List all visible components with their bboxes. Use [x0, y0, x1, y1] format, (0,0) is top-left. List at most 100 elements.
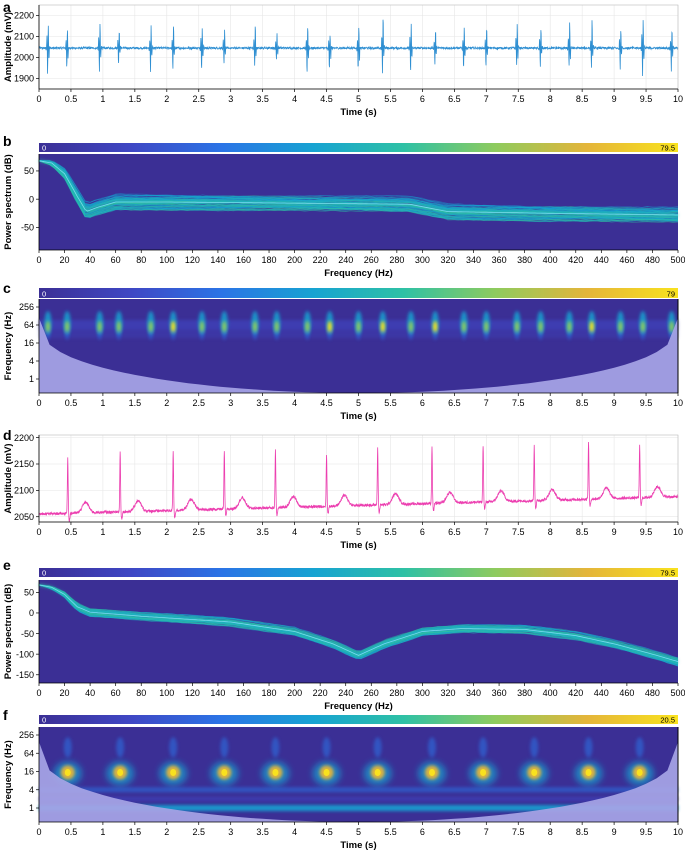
- spectrum-trace: [38, 160, 679, 211]
- spectrum-trace: [38, 160, 679, 212]
- event-core: [432, 321, 438, 333]
- x-tick-label: 4: [292, 94, 297, 104]
- spectrum-trace: [38, 160, 678, 221]
- x-tick-label: 60: [111, 255, 121, 265]
- x-tick-label: 8: [548, 827, 553, 837]
- x-tick-label: 400: [543, 255, 558, 265]
- frequency-band: [39, 805, 678, 811]
- colorbar-max-label: 79.5: [660, 569, 675, 578]
- x-tick-label: 220: [313, 255, 328, 265]
- x-axis-title: Frequency (Hz): [324, 268, 393, 279]
- event-tail: [222, 330, 227, 340]
- x-tick-label: 80: [136, 688, 146, 698]
- colorbar-gradient: [39, 568, 678, 577]
- x-tick-label: 1.5: [129, 827, 142, 837]
- spectrum-trace: [38, 160, 679, 221]
- event-tail: [45, 330, 50, 340]
- x-tick-label: 9.5: [640, 398, 653, 408]
- x-tick-label: 0: [36, 255, 41, 265]
- colorbar-max-label: 79: [667, 290, 675, 299]
- y-axis-title: Frequency (Hz): [3, 740, 14, 809]
- y-tick-label: -50: [21, 223, 34, 233]
- event-peak: [64, 769, 71, 776]
- x-tick-label: 20: [60, 255, 70, 265]
- spectrum-mean-curve: [38, 584, 679, 662]
- y-tick-label: 256: [19, 730, 34, 740]
- spectrum-trace: [38, 160, 679, 220]
- x-tick-label: 3.5: [256, 398, 269, 408]
- spectrum-trace: [38, 160, 679, 212]
- x-tick-label: 280: [389, 255, 404, 265]
- x-axis-title: Time (s): [340, 107, 376, 118]
- y-tick-label: 2150: [14, 459, 34, 469]
- spectrum-trace: [38, 160, 679, 221]
- event-core: [640, 321, 646, 333]
- spectrum-trace: [38, 584, 679, 661]
- x-tick-label: 8: [548, 398, 553, 408]
- x-axis: 0 20 40 60 80 100 120 140 160 180 200 220 240 260 280 3…: [36, 682, 685, 712]
- x-tick-label: 8.5: [576, 398, 589, 408]
- x-tick-label: 10: [673, 827, 683, 837]
- x-tick-label: 7: [484, 827, 489, 837]
- x-tick-label: 240: [338, 688, 353, 698]
- y-tick-label: 1900: [14, 74, 34, 84]
- x-tick-label: 5: [356, 527, 361, 537]
- x-tick-label: 280: [389, 688, 404, 698]
- x-tick-label: 100: [159, 688, 174, 698]
- x-tick-label: 1.5: [129, 527, 142, 537]
- panel-b: b 0 79.50 20 40 60 80 100 120 140 160 180 200 220 240 2…: [3, 133, 685, 279]
- x-tick-label: 320: [440, 688, 455, 698]
- x-tick-label: 0.5: [65, 527, 78, 537]
- x-axis-title: Time (s): [340, 840, 376, 850]
- y-tick-label: 2050: [14, 512, 34, 522]
- event-peak: [272, 769, 279, 776]
- event-upper: [116, 737, 125, 758]
- x-tick-label: 400: [543, 688, 558, 698]
- spectrum-trace: [38, 584, 679, 662]
- event-tail: [252, 330, 257, 340]
- colorbar: 0 79.5: [39, 143, 678, 153]
- panel-e: e 0 79.50 20 40 60 80 100 120 140 160 180 200 220 240 2…: [3, 557, 685, 712]
- y-tick-label: 64: [24, 320, 34, 330]
- x-tick-label: 5.5: [384, 398, 397, 408]
- event-tail: [65, 330, 70, 340]
- event-core: [64, 321, 70, 333]
- event-peak: [480, 769, 487, 776]
- scalogram-events: [44, 311, 676, 340]
- spectrum-trace: [38, 584, 679, 661]
- x-tick-label: 4.5: [320, 527, 333, 537]
- x-tick-label: 60: [111, 688, 121, 698]
- x-axis-title: Time (s): [340, 411, 376, 422]
- spectrum-trace: [39, 160, 679, 214]
- y-axis-title: Frequency (Hz): [3, 312, 14, 381]
- x-tick-label: 0.5: [65, 398, 78, 408]
- spectrum-trace: [38, 160, 679, 212]
- x-tick-label: 460: [619, 688, 634, 698]
- x-tick-label: 2: [164, 527, 169, 537]
- event-core: [538, 321, 543, 333]
- x-tick-label: 7.5: [512, 527, 525, 537]
- spectrum-trace: [38, 160, 679, 220]
- x-tick-label: 120: [185, 255, 200, 265]
- x-tick-label: 5.5: [384, 827, 397, 837]
- panel-label: c: [3, 280, 11, 296]
- spectrum-mean-curve: [38, 160, 678, 216]
- event-core: [408, 321, 414, 333]
- x-tick-label: 9.5: [640, 827, 653, 837]
- x-axis-title: Time (s): [340, 540, 376, 551]
- spectrum-trace: [38, 160, 679, 219]
- y-axis: 50 0 -50 Power spectrum (dB): [3, 154, 40, 250]
- panel-f: f 0 20.50 0.5 1 1.5 2 2.5 3 3.5 4 4.5 5 5.5 6 6.5 7 7.5 8 8…: [3, 707, 683, 850]
- event-tail: [589, 330, 594, 340]
- x-tick-label: 10: [673, 527, 683, 537]
- spectrum-trace: [38, 160, 679, 220]
- colorbar-max-label: 79.5: [660, 144, 675, 153]
- spectrum-trace: [38, 160, 679, 223]
- spectrum-trace: [38, 584, 679, 661]
- y-tick-label: -100: [16, 649, 34, 659]
- spectrum-trace: [38, 160, 679, 209]
- x-tick-label: 480: [645, 255, 660, 265]
- colorbar: 0 79.5: [39, 568, 678, 578]
- x-tick-label: 80: [136, 255, 146, 265]
- event-tail: [514, 330, 519, 340]
